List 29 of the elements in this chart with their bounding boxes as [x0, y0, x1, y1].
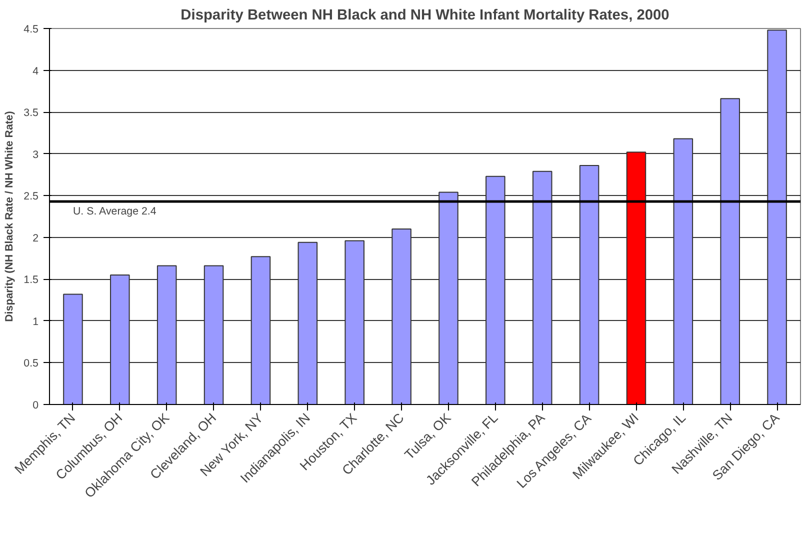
- ref-line-label: U. S. Average 2.4: [72, 205, 156, 218]
- bar: [63, 294, 83, 404]
- y-axis-title: Disparity (NH Black Rate / NH White Rate): [4, 110, 16, 322]
- bar: [392, 228, 412, 404]
- bar: [438, 192, 458, 404]
- bar: [156, 265, 177, 404]
- bar: [579, 165, 600, 404]
- bar: [720, 98, 740, 404]
- bar: [626, 152, 646, 404]
- y-tick-label: 2.5: [24, 190, 39, 203]
- y-tick-label: 3.5: [24, 107, 39, 120]
- bar: [204, 265, 224, 404]
- bar: [344, 240, 364, 404]
- y-tick-label: 0: [32, 400, 39, 412]
- y-tick-label: 2: [32, 232, 39, 244]
- bar: [110, 274, 130, 404]
- bar: [767, 30, 787, 404]
- bar: [532, 170, 552, 404]
- bar: [673, 138, 694, 404]
- y-tick-label: 1: [32, 316, 39, 328]
- bar: [250, 256, 271, 404]
- bar: [486, 176, 506, 404]
- y-tick-label: 4.5: [24, 24, 39, 36]
- y-tick-label: 0.5: [24, 358, 39, 370]
- bar: [298, 242, 318, 404]
- y-tick-label: 4: [32, 65, 39, 78]
- chart-title: Disparity Between NH Black and NH White Infant Mortality Rates, 2000: [180, 8, 670, 24]
- y-tick-label: 3: [32, 148, 39, 161]
- y-tick-label: 1.5: [24, 274, 39, 286]
